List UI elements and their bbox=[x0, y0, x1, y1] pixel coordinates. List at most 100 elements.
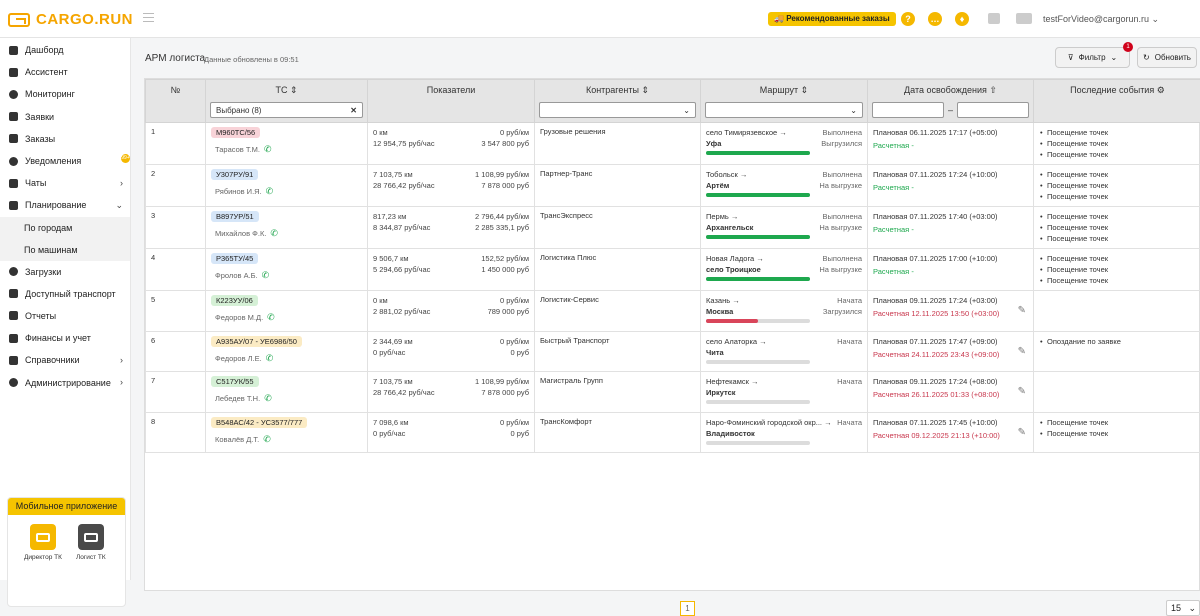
vehicle-cell: В548АС/42 - УС3577/777 Ковалёв Д.Т.✆ bbox=[206, 412, 368, 453]
finance-icon bbox=[9, 334, 18, 343]
contractor-filter-select[interactable]: ⌄ bbox=[539, 102, 696, 118]
vehicle-plate-badge[interactable]: В548АС/42 - УС3577/777 bbox=[211, 417, 307, 428]
phone-icon[interactable]: ✆ bbox=[264, 393, 272, 404]
phone-icon[interactable]: ✆ bbox=[262, 270, 270, 281]
director-app-icon[interactable] bbox=[30, 524, 56, 550]
phone-icon[interactable]: ✆ bbox=[263, 434, 271, 445]
sidebar-item-gear[interactable]: Администрирование› bbox=[0, 371, 130, 393]
fire-icon[interactable]: ♦ bbox=[955, 12, 969, 26]
vehicle-plate-badge[interactable]: Р365ТУ/45 bbox=[211, 253, 258, 264]
route-from: село Алаторка → bbox=[706, 336, 767, 347]
column-vehicle[interactable]: ТС ⇕ Выбрано (8)✕ bbox=[206, 80, 368, 123]
event-item: Посещение точек bbox=[1047, 275, 1196, 286]
driver-info: Федоров М.Д.✆ bbox=[211, 312, 362, 323]
cargorun-logo[interactable]: CARGO.RUN bbox=[8, 11, 133, 28]
sidebar-item-calendar[interactable]: Планирование⌄ bbox=[0, 194, 130, 216]
route-filter-select[interactable]: ⌄ bbox=[705, 102, 863, 118]
sidebar-item-label: Доступный транспорт bbox=[25, 289, 116, 299]
filter-label: Фильтр bbox=[1079, 53, 1106, 62]
phone-icon[interactable]: ✆ bbox=[267, 312, 275, 323]
sidebar-item-ruble[interactable]: Заказы bbox=[0, 128, 130, 150]
phone-icon[interactable]: ✆ bbox=[264, 144, 272, 155]
route-from: Казань → bbox=[706, 295, 740, 306]
sidebar-item-dashboard[interactable]: Дашборд bbox=[0, 39, 130, 61]
settings-icon[interactable]: ⚙ bbox=[1157, 85, 1165, 95]
clear-icon[interactable]: ✕ bbox=[350, 106, 357, 115]
recommended-orders-button[interactable]: 🚚 Рекомендованные заказы bbox=[768, 12, 896, 26]
sidebar-subitem[interactable]: По машинам bbox=[0, 239, 130, 261]
refresh-icon: ↻ bbox=[1143, 53, 1150, 62]
sidebar-item-truck[interactable]: Заявки bbox=[0, 106, 130, 128]
calculator-icon[interactable] bbox=[988, 13, 1000, 24]
sidebar-item-finance[interactable]: Финансы и учет bbox=[0, 327, 130, 349]
contractor-name: Быстрый Транспорт bbox=[540, 336, 609, 345]
sort-icon[interactable]: ⇕ bbox=[290, 85, 298, 95]
logist-app-icon[interactable] bbox=[78, 524, 104, 550]
filter-button[interactable]: ⊽Фильтр⌄ 1 bbox=[1055, 47, 1130, 68]
date-from-input[interactable] bbox=[872, 102, 944, 118]
vehicle-plate-badge[interactable]: У307РУ/91 bbox=[211, 169, 258, 180]
column-events[interactable]: Последние события ⚙ bbox=[1034, 80, 1200, 123]
menu-toggle-icon[interactable] bbox=[143, 13, 154, 22]
sort-icon[interactable]: ⇕ bbox=[641, 85, 649, 95]
chat-icon bbox=[9, 179, 18, 188]
user-menu[interactable]: testForVideo@cargorun.ru ⌄ bbox=[1043, 14, 1159, 25]
phone-icon[interactable]: ✆ bbox=[266, 186, 274, 197]
vehicle-plate-badge[interactable]: К223УУ/06 bbox=[211, 295, 258, 306]
route-to-city: Владивосток bbox=[706, 428, 755, 439]
pencil-icon[interactable]: ✎ bbox=[1018, 427, 1026, 438]
vehicle-filter[interactable]: Выбрано (8)✕ bbox=[210, 102, 363, 118]
sidebar-item-label: Планирование bbox=[25, 200, 86, 210]
release-date-cell: Плановая 07.11.2025 17:40 (+03:00)Расчет… bbox=[868, 207, 1034, 249]
pencil-icon[interactable]: ✎ bbox=[1018, 386, 1026, 397]
vehicle-plate-badge[interactable]: С517УК/55 bbox=[211, 376, 259, 387]
sidebar-subitem[interactable]: По городам bbox=[0, 217, 130, 239]
sort-asc-icon[interactable]: ⇧ bbox=[989, 85, 997, 95]
pencil-icon[interactable]: ✎ bbox=[1018, 305, 1026, 316]
calculated-date: Расчетная - bbox=[873, 224, 1028, 235]
route-to-city: Уфа bbox=[706, 138, 721, 149]
sidebar-item-cycle[interactable]: Загрузки bbox=[0, 261, 130, 283]
column-route[interactable]: Маршрут ⇕ ⌄ bbox=[701, 80, 868, 123]
chevron-right-icon: › bbox=[120, 377, 123, 387]
distance-value: 7 103,75 км bbox=[373, 376, 413, 387]
vehicle-plate-badge[interactable]: В897УР/51 bbox=[211, 211, 259, 222]
driver-info: Ковалёв Д.Т.✆ bbox=[211, 434, 362, 445]
help-icon[interactable]: ? bbox=[901, 12, 915, 26]
refresh-button[interactable]: ↻Обновить bbox=[1137, 47, 1197, 68]
sidebar-item-chart[interactable]: Ассистент bbox=[0, 61, 130, 83]
phone-icon[interactable]: ✆ bbox=[266, 353, 274, 364]
unload-status: На выгрузке bbox=[819, 180, 862, 191]
sidebar-item-truck[interactable]: Доступный транспорт bbox=[0, 283, 130, 305]
page-number-button[interactable]: 1 bbox=[680, 601, 695, 616]
sidebar-item-location-pin[interactable]: Мониторинг bbox=[0, 83, 130, 105]
chat-bubble-icon[interactable]: … bbox=[928, 12, 942, 26]
release-date-cell: Плановая 06.11.2025 17:17 (+05:00)Расчет… bbox=[868, 123, 1034, 165]
pencil-icon[interactable]: ✎ bbox=[1018, 346, 1026, 357]
truck-icon[interactable] bbox=[1016, 13, 1032, 24]
phone-icon[interactable]: ✆ bbox=[270, 228, 278, 239]
sort-icon[interactable]: ⇕ bbox=[801, 85, 809, 95]
column-release-date[interactable]: Дата освобождения ⇧ – bbox=[868, 80, 1034, 123]
sidebar-item-chat[interactable]: Чаты› bbox=[0, 172, 130, 194]
page-size-select[interactable]: 15 ⌄ bbox=[1166, 600, 1200, 616]
sidebar-item-list[interactable]: Справочники› bbox=[0, 349, 130, 371]
sidebar-item-report[interactable]: Отчеты bbox=[0, 305, 130, 327]
vehicle-plate-badge[interactable]: А935АУ/07 - УЕ6986/50 bbox=[211, 336, 302, 347]
vehicle-plate-badge[interactable]: М960ТС/56 bbox=[211, 127, 260, 138]
column-contractors[interactable]: Контрагенты ⇕ ⌄ bbox=[535, 80, 701, 123]
order-sum: 7 878 000 руб bbox=[481, 180, 529, 191]
date-to-input[interactable] bbox=[957, 102, 1029, 118]
